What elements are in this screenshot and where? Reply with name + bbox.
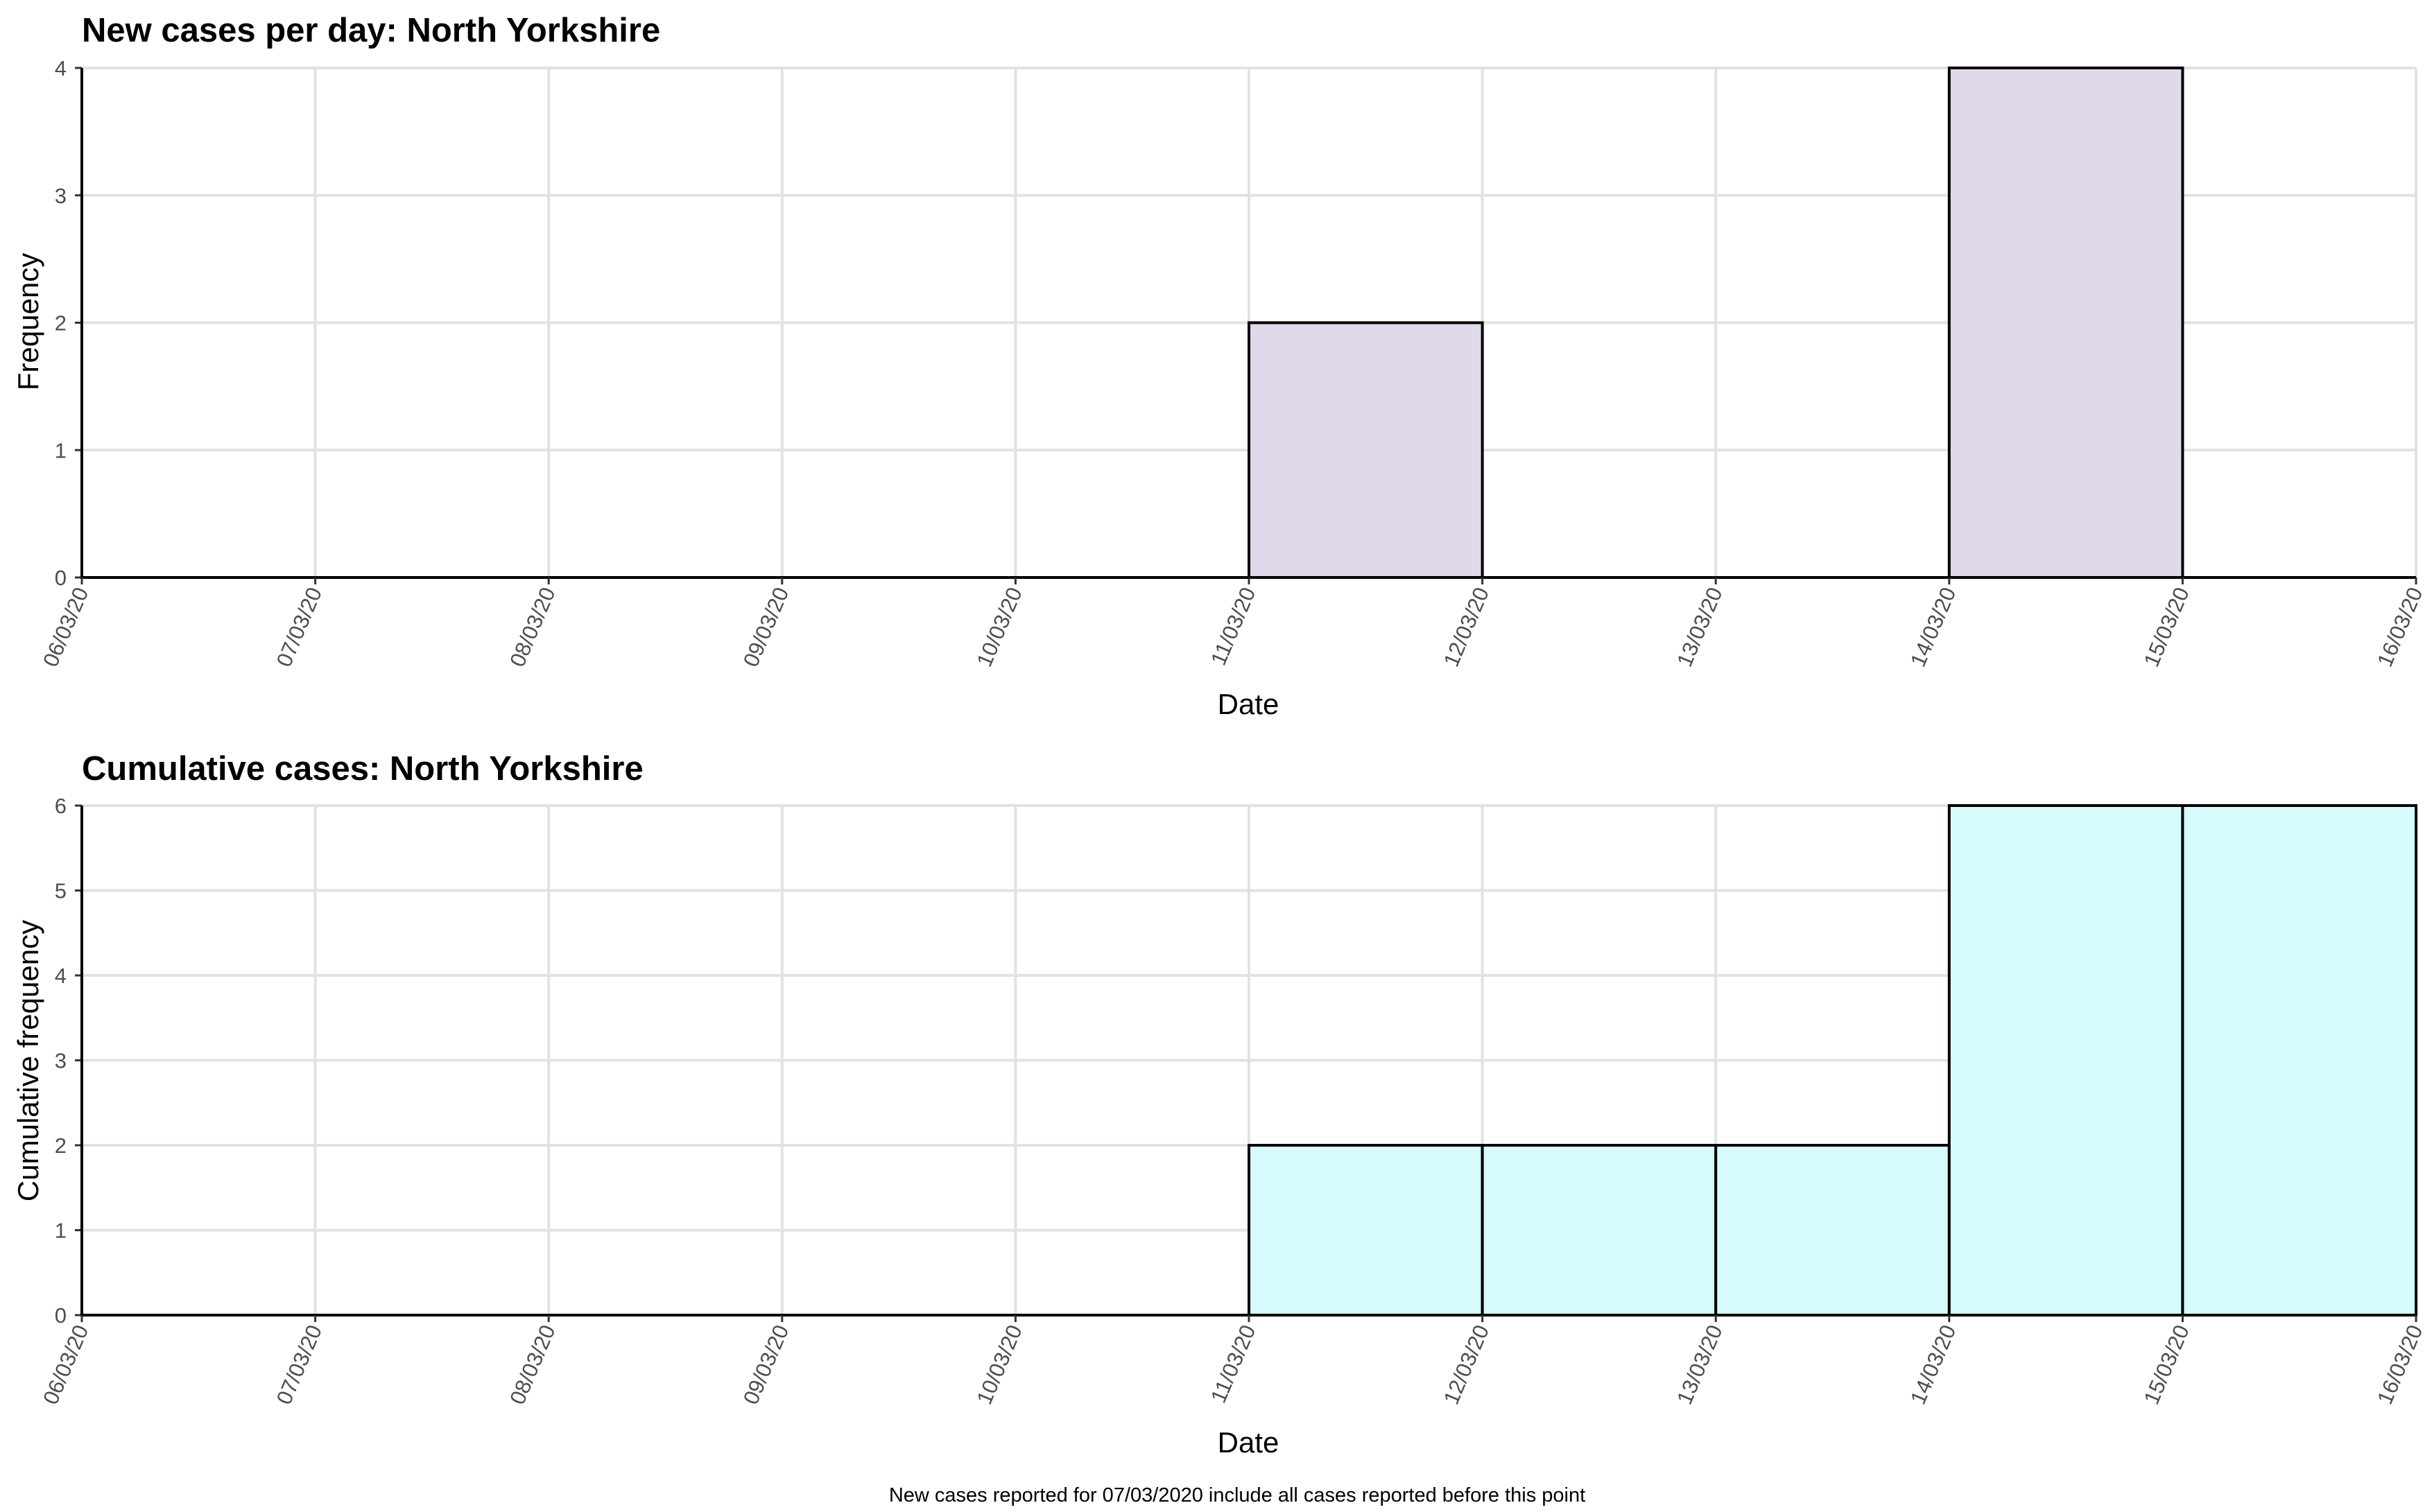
bar [1248,321,1484,579]
footnote-caption: New cases reported for 07/03/2020 includ… [889,1484,1585,1506]
y-tick-label: 3 [55,1049,67,1073]
bar [1947,67,2184,579]
chart-title: Cumulative cases: North Yorkshire [82,750,644,788]
bar [1714,1144,1951,1317]
y-tick-label: 3 [55,184,67,208]
chart-title: New cases per day: North Yorkshire [82,12,660,49]
y-axis-label: Cumulative frequency [12,920,44,1201]
x-axis-label: Date [1218,688,1279,720]
y-tick-labels: 0 1 2 3 4 [55,56,67,590]
y-tick-label: 4 [55,56,67,80]
bars [1248,804,2417,1317]
y-tick-label: 1 [55,438,67,462]
y-tick-label: 2 [55,311,67,336]
y-tick-label: 6 [55,794,67,818]
bar [2181,804,2417,1317]
y-tick-label: 5 [55,879,67,903]
y-tick-label: 0 [55,566,67,590]
x-axis-label: Date [1218,1426,1279,1459]
axes [75,67,2417,584]
axes [75,804,2417,1322]
bars [1248,67,2184,579]
bar [1248,1144,1484,1317]
y-tick-label: 2 [55,1133,67,1158]
y-tick-label: 4 [55,964,67,988]
y-tick-labels: 0 1 2 3 4 5 6 [55,794,67,1328]
y-tick-label: 1 [55,1219,67,1243]
y-tick-label: 0 [55,1303,67,1328]
bar [1947,804,2184,1317]
bar [1481,1144,1718,1317]
y-axis-label: Frequency [12,253,44,390]
